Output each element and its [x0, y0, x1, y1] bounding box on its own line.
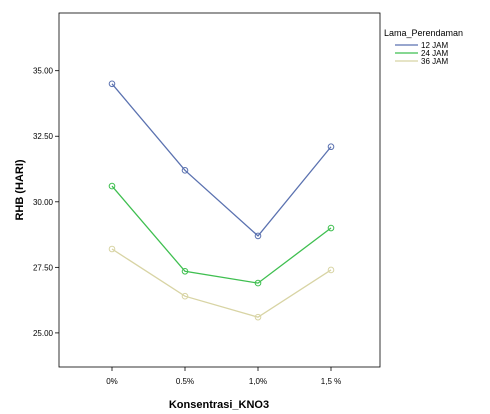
- data-point: [327, 266, 335, 274]
- y-tick-label: 35.00: [33, 67, 54, 76]
- data-point: [254, 279, 262, 287]
- legend-title: Lama_Perendaman: [384, 28, 463, 38]
- y-axis-ticks: 25.00 27.50 30.00 32.50 35.00: [33, 67, 59, 338]
- data-point: [108, 80, 116, 88]
- y-axis-title: RHB (HARI): [14, 159, 26, 220]
- series-layer: [108, 80, 335, 321]
- x-tick-label: 1,5 %: [321, 377, 341, 386]
- data-point: [254, 313, 262, 321]
- series-line-0: [111, 83, 332, 237]
- legend-label: 24 JAM: [421, 49, 448, 58]
- x-tick-label: 0.5%: [176, 377, 194, 386]
- data-point: [181, 267, 189, 275]
- data-point: [254, 232, 262, 240]
- x-tick-label: 0%: [106, 377, 118, 386]
- x-axis-ticks: 0% 0.5% 1,0% 1,5 %: [106, 367, 341, 386]
- data-point: [108, 182, 116, 190]
- legend-label: 12 JAM: [421, 41, 448, 50]
- plot-frame: [58, 12, 381, 368]
- data-point: [327, 143, 335, 151]
- y-tick-label: 25.00: [33, 329, 54, 338]
- data-point: [181, 167, 189, 174]
- x-axis-title: Konsentrasi_KNO3: [169, 399, 269, 411]
- series-line-1: [111, 185, 332, 284]
- x-tick-label: 1,0%: [249, 377, 267, 386]
- legend-label: 36 JAM: [421, 57, 448, 66]
- y-tick-label: 30.00: [33, 198, 54, 207]
- data-point: [181, 292, 189, 300]
- y-tick-label: 27.50: [33, 263, 54, 272]
- data-point: [108, 245, 116, 253]
- y-tick-label: 32.50: [33, 132, 54, 141]
- data-point: [327, 224, 335, 232]
- series-line-2: [111, 248, 332, 318]
